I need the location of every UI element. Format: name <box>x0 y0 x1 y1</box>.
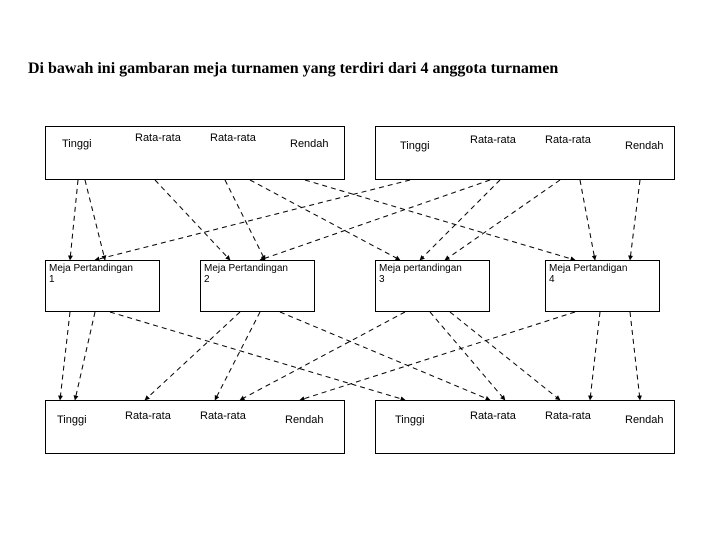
label-d_rata1: Rata-rata <box>470 410 516 422</box>
label-c_rata2: Rata-rata <box>200 410 246 422</box>
connector <box>60 312 70 400</box>
connector <box>260 180 490 260</box>
connector <box>225 180 265 260</box>
connector <box>445 180 560 260</box>
connector <box>75 312 95 400</box>
page-title: Di bawah ini gambaran meja turnamen yang… <box>28 60 558 78</box>
connector <box>155 180 230 260</box>
connector <box>450 312 560 400</box>
team-b-box <box>375 126 675 180</box>
label-b_rendah: Rendah <box>625 140 664 152</box>
connector <box>70 180 78 260</box>
label-a_rata2: Rata-rata <box>210 132 256 144</box>
label-d_rata2: Rata-rata <box>545 410 591 422</box>
connector <box>280 312 490 400</box>
label-meja4: Meja Pertandigan 4 <box>549 263 627 285</box>
connector <box>430 312 505 400</box>
connector <box>300 312 575 400</box>
label-a_rata1: Rata-rata <box>135 132 181 144</box>
label-b_rata1: Rata-rata <box>470 134 516 146</box>
label-a_tinggi: Tinggi <box>62 138 92 150</box>
label-b_tinggi: Tinggi <box>400 140 430 152</box>
connector <box>250 180 400 260</box>
connector <box>110 312 405 400</box>
label-c_tinggi: Tinggi <box>57 414 87 426</box>
label-d_tinggi: Tinggi <box>395 414 425 426</box>
team-d-box <box>375 400 675 454</box>
label-c_rata1: Rata-rata <box>125 410 171 422</box>
label-b_rata2: Rata-rata <box>545 134 591 146</box>
connector <box>420 180 500 260</box>
label-meja1: Meja Pertandingan 1 <box>49 263 133 285</box>
connector <box>85 180 105 260</box>
connector <box>145 312 240 400</box>
connector <box>240 312 405 400</box>
label-d_rendah: Rendah <box>625 414 664 426</box>
connector <box>215 312 260 400</box>
label-meja2: Meja Pertandingan 2 <box>204 263 288 285</box>
connector <box>95 180 410 260</box>
label-c_rendah: Rendah <box>285 414 324 426</box>
team-a-box <box>45 126 345 180</box>
connector <box>580 180 595 260</box>
connector <box>305 180 575 260</box>
connector <box>630 180 640 260</box>
connector <box>590 312 600 400</box>
team-c-box <box>45 400 345 454</box>
connector <box>630 312 640 400</box>
label-a_rendah: Rendah <box>290 138 329 150</box>
label-meja3: Meja pertandingan 3 <box>379 263 462 285</box>
